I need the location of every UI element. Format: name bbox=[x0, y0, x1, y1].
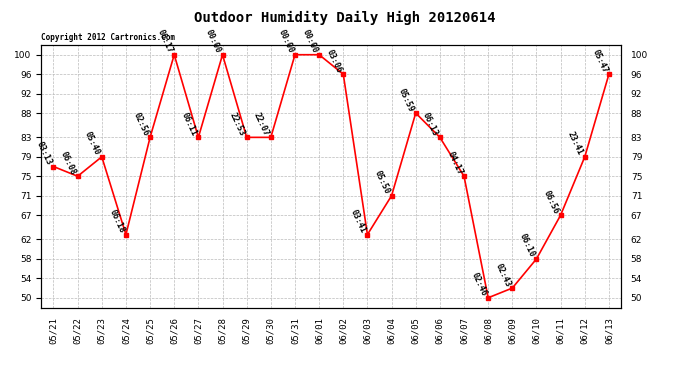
Text: 23:41: 23:41 bbox=[566, 130, 584, 157]
Text: 22:53: 22:53 bbox=[228, 111, 246, 137]
Text: 00:00: 00:00 bbox=[204, 28, 222, 55]
Text: 06:56: 06:56 bbox=[542, 189, 560, 215]
Text: 00:00: 00:00 bbox=[276, 28, 295, 55]
Text: 04:17: 04:17 bbox=[445, 150, 464, 176]
Text: 05:50: 05:50 bbox=[373, 169, 391, 196]
Text: 06:17: 06:17 bbox=[155, 28, 174, 55]
Text: 06:11: 06:11 bbox=[179, 111, 199, 137]
Text: 05:40: 05:40 bbox=[83, 130, 101, 157]
Text: 06:18: 06:18 bbox=[107, 208, 126, 235]
Text: 06:13: 06:13 bbox=[421, 111, 440, 137]
Text: Outdoor Humidity Daily High 20120614: Outdoor Humidity Daily High 20120614 bbox=[195, 11, 495, 26]
Text: Copyright 2012 Cartronics.com: Copyright 2012 Cartronics.com bbox=[41, 33, 175, 42]
Text: 02:46: 02:46 bbox=[469, 272, 488, 298]
Text: 22:07: 22:07 bbox=[252, 111, 270, 137]
Text: 05:47: 05:47 bbox=[590, 48, 609, 74]
Text: 06:08: 06:08 bbox=[59, 150, 77, 176]
Text: 02:56: 02:56 bbox=[131, 111, 150, 137]
Text: 06:10: 06:10 bbox=[518, 232, 536, 259]
Text: 03:13: 03:13 bbox=[34, 140, 54, 166]
Text: 02:43: 02:43 bbox=[493, 262, 512, 288]
Text: 03:06: 03:06 bbox=[324, 48, 344, 74]
Text: 03:41: 03:41 bbox=[348, 208, 367, 235]
Text: 00:00: 00:00 bbox=[300, 28, 319, 55]
Text: 05:59: 05:59 bbox=[397, 87, 415, 113]
